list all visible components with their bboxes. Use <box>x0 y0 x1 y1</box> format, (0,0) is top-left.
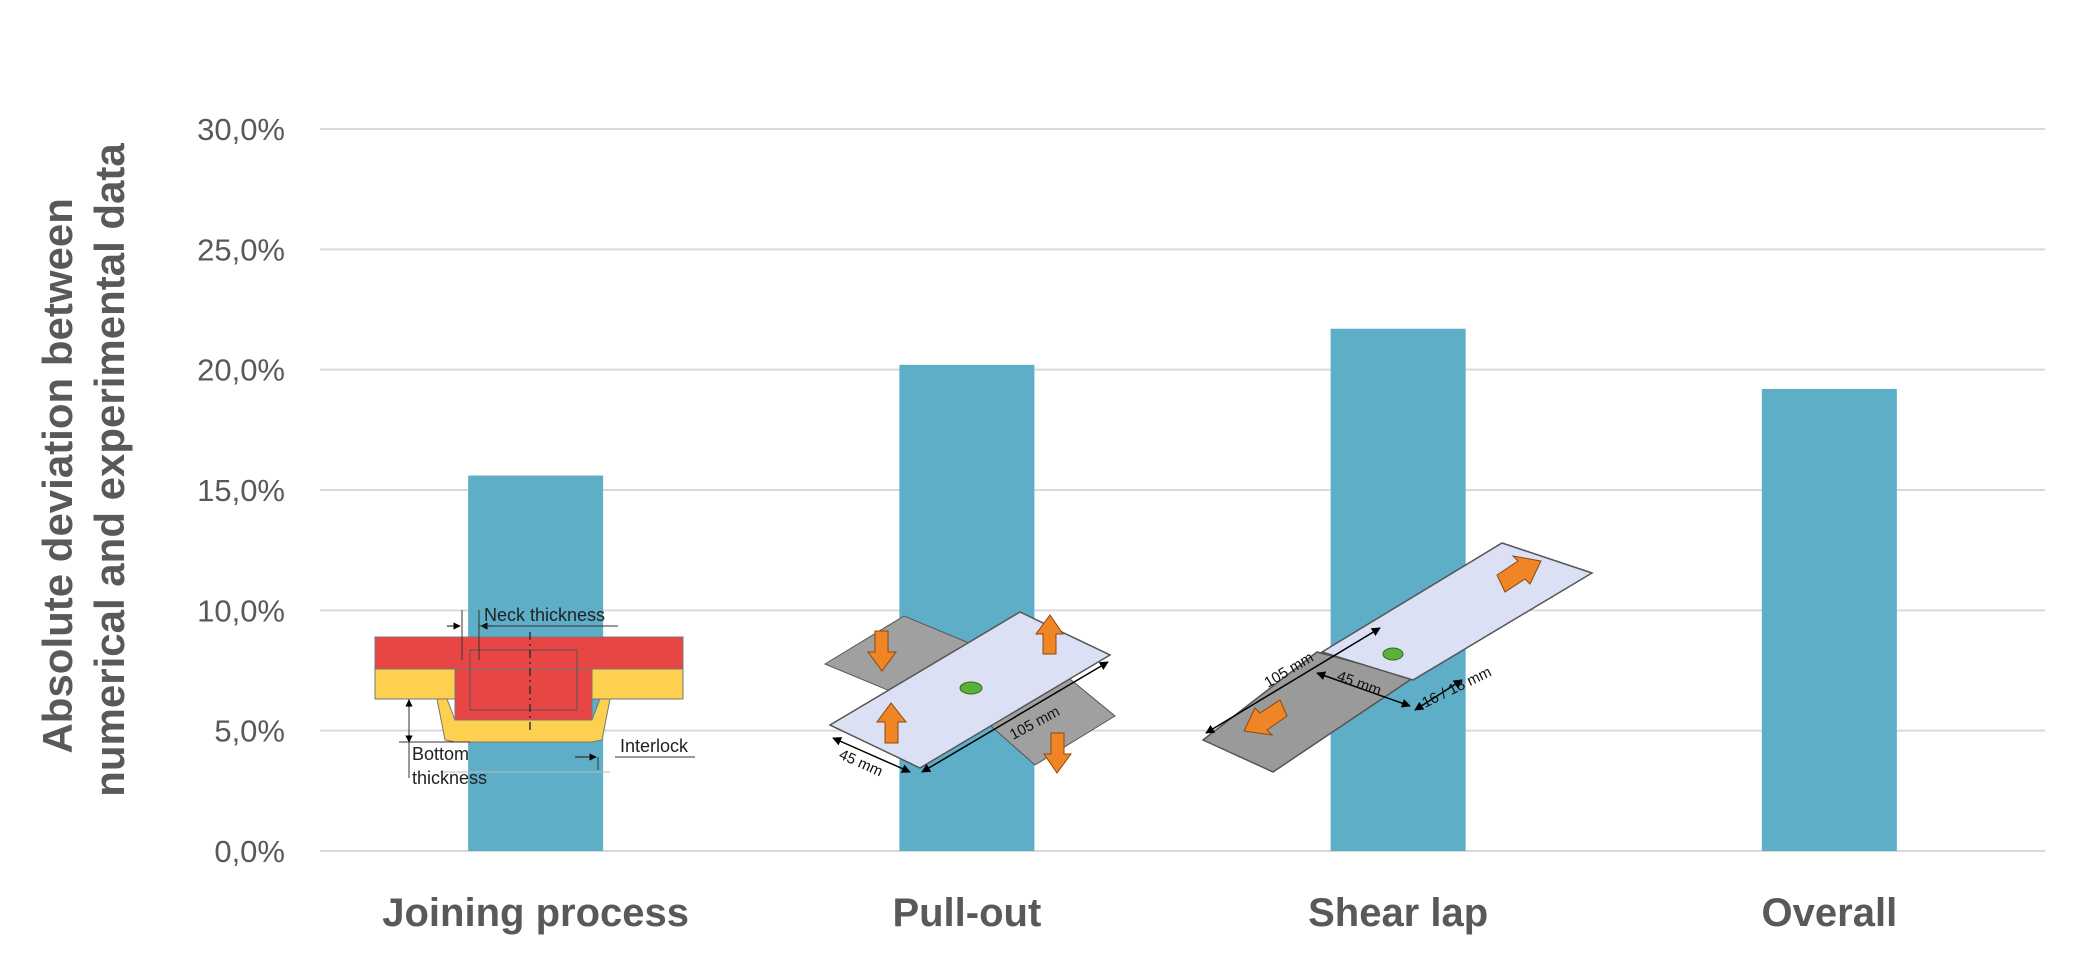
bar-pull-out <box>899 364 1035 851</box>
bottom-thickness-label: Bottom thickness <box>412 744 487 788</box>
y-tick-label: 5,0% <box>214 714 285 749</box>
x-category-label: Shear lap <box>1308 891 1488 935</box>
interlock-label: Interlock <box>620 736 689 756</box>
gridlines <box>320 128 2045 852</box>
y-axis-label-line-1: Absolute deviation between <box>34 198 81 753</box>
shear-lap-specimen-illustration: 105 mm 45 mm 16 / 18 mm <box>1201 542 1594 773</box>
x-category-label: Joining process <box>382 891 689 935</box>
y-axis-tick-labels: 0,0% 5,0% 10,0% 15,0% 20,0% 25,0% 30,0% <box>197 112 285 869</box>
neck-thickness-label: Neck thickness <box>484 605 605 625</box>
bar-overall <box>1761 388 1897 851</box>
bars <box>468 328 1897 852</box>
y-tick-label: 0,0% <box>214 834 285 869</box>
y-tick-label: 30,0% <box>197 112 285 147</box>
joint-cross-section-illustration: Neck thickness Bottom thickness Interloc… <box>374 605 695 788</box>
y-tick-label: 15,0% <box>197 473 285 508</box>
x-category-label: Overall <box>1762 891 1898 935</box>
pull-out-specimen-illustration: 45 mm 105 mm <box>823 611 1116 780</box>
pull-out-width-label: 45 mm <box>836 746 885 780</box>
y-tick-label: 20,0% <box>197 353 285 388</box>
y-tick-label: 25,0% <box>197 232 285 267</box>
y-tick-label: 10,0% <box>197 593 285 628</box>
y-axis-label: Absolute deviation between numerical and… <box>34 143 133 797</box>
x-category-label: Pull-out <box>892 891 1041 935</box>
x-axis-category-labels: Joining process Pull-out Shear lap Overall <box>382 891 1897 935</box>
y-axis-label-line-2: numerical and experimental data <box>86 143 133 797</box>
